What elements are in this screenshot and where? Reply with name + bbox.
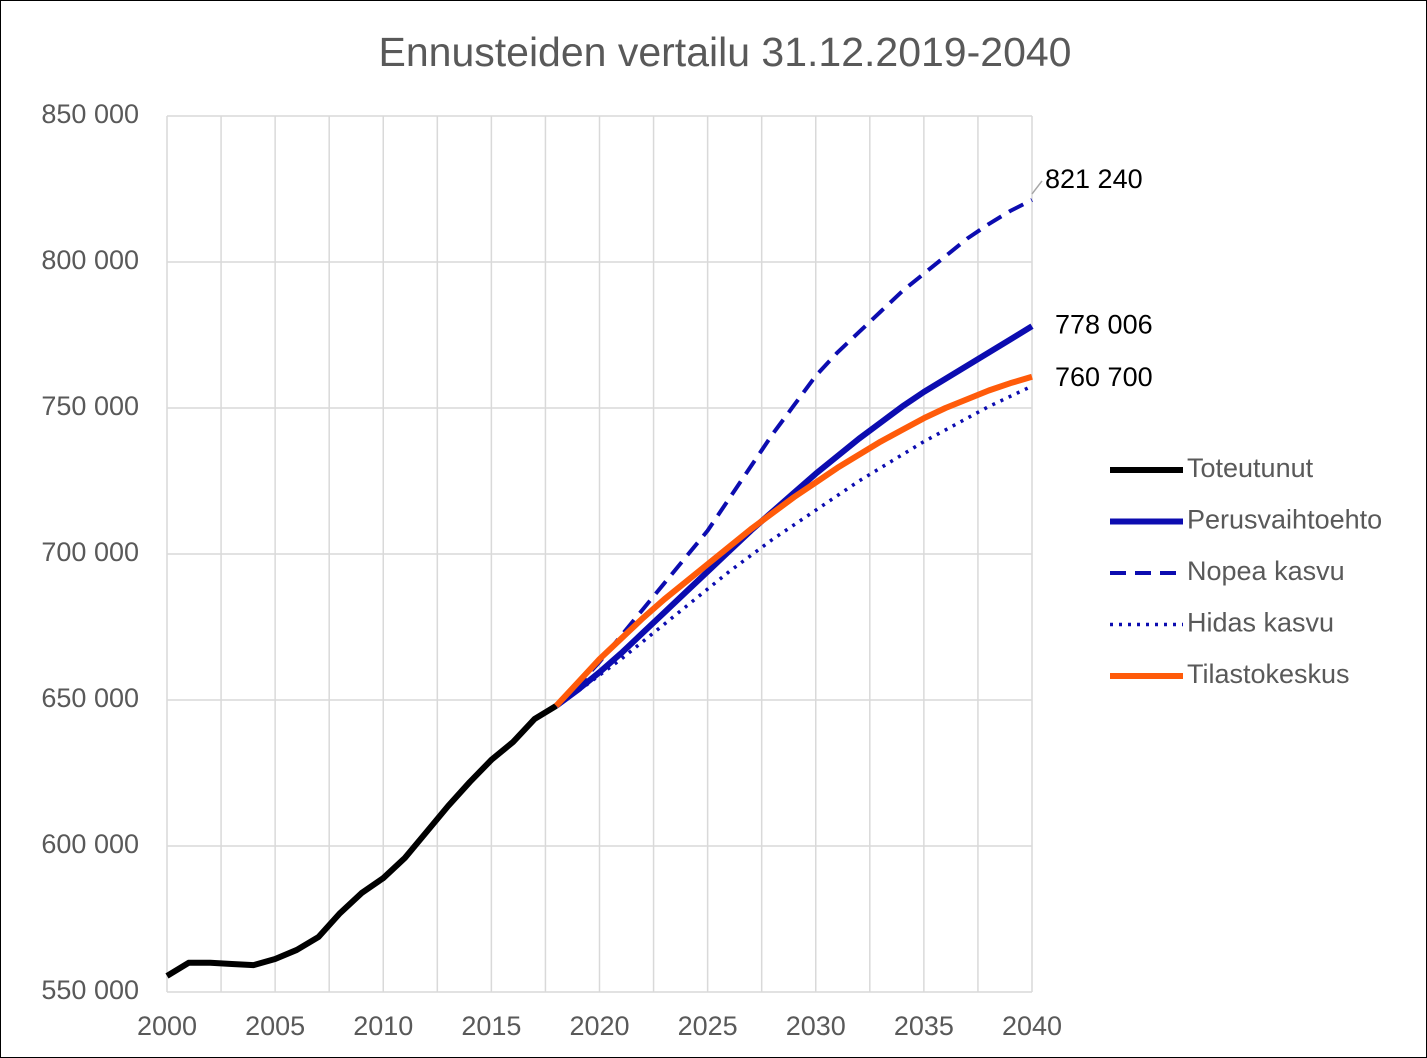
chart-title: Ennusteiden vertailu 31.12.2019-2040 bbox=[379, 29, 1072, 75]
y-tick-label: 750 000 bbox=[41, 391, 139, 421]
leader-line bbox=[1031, 180, 1043, 195]
y-tick-label: 600 000 bbox=[41, 829, 139, 859]
x-tick-label: 2000 bbox=[137, 1011, 197, 1041]
y-tick-label: 800 000 bbox=[41, 245, 139, 275]
legend-label: Hidas kasvu bbox=[1187, 608, 1334, 638]
x-tick-label: 2040 bbox=[1002, 1011, 1062, 1041]
y-tick-label: 850 000 bbox=[41, 99, 139, 129]
x-tick-label: 2015 bbox=[461, 1011, 521, 1041]
series-line bbox=[555, 384, 1033, 708]
x-tick-label: 2035 bbox=[894, 1011, 954, 1041]
legend-label: Toteutunut bbox=[1187, 453, 1314, 483]
data-label: 821 240 bbox=[1045, 164, 1143, 194]
x-tick-label: 2025 bbox=[678, 1011, 738, 1041]
x-tick-label: 2010 bbox=[353, 1011, 413, 1041]
series-line bbox=[554, 323, 1034, 709]
x-tick-label: 2020 bbox=[569, 1011, 629, 1041]
x-tick-label: 2030 bbox=[786, 1011, 846, 1041]
legend-label: Perusvaihtoehto bbox=[1187, 505, 1382, 535]
legend-label: Tilastokeskus bbox=[1187, 659, 1350, 689]
data-label: 760 700 bbox=[1055, 362, 1153, 392]
y-tick-label: 700 000 bbox=[41, 537, 139, 567]
y-tick-label: 650 000 bbox=[41, 683, 139, 713]
series-line bbox=[554, 373, 1033, 708]
legend-label: Nopea kasvu bbox=[1187, 556, 1345, 586]
y-tick-label: 550 000 bbox=[41, 975, 139, 1005]
data-label: 778 006 bbox=[1055, 309, 1153, 339]
series-line bbox=[554, 198, 1033, 708]
series-line bbox=[165, 703, 558, 979]
x-tick-label: 2005 bbox=[245, 1011, 305, 1041]
